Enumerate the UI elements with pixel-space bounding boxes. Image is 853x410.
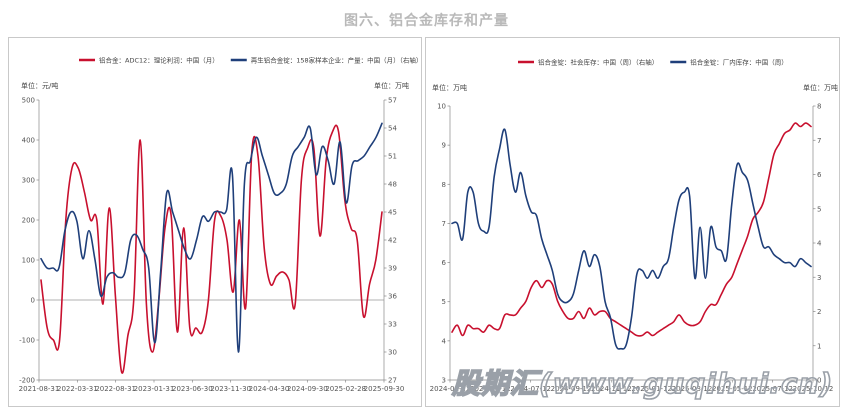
right-chart-left-tick-label-1: 4 — [442, 337, 447, 345]
left-chart-right-tick-label-7: 48 — [388, 181, 397, 189]
right-chart-left-tick-label-7: 10 — [437, 103, 446, 111]
page-title: 图六、铝合金库存和产量 — [344, 13, 509, 29]
right-chart-x-tick-label-7: 2025-05-12 — [712, 385, 753, 393]
left-chart-right-tick-label-0: 27 — [388, 377, 397, 385]
right-chart-right-tick-label-3: 3 — [817, 274, 821, 282]
right-chart-series-line-0 — [451, 122, 812, 337]
watermark: 股期汇(www.guqihui.cn) — [451, 366, 834, 401]
left-chart-x-tick-label-4: 2023-06-30 — [172, 385, 213, 393]
right-chart-left-tick-label-3: 6 — [442, 259, 447, 267]
left-chart-series-line-0 — [40, 124, 383, 374]
right-chart-x-tick-label-6: 2025-03-12 — [672, 385, 713, 393]
left-chart-x-tick-label-1: 2022-03-31 — [57, 385, 98, 393]
right-chart-left-unit: 单位：万吨 — [432, 83, 467, 92]
left-chart-right-tick-label-5: 42 — [388, 237, 397, 245]
left-chart-x-tick-label-2: 2022-08-31 — [95, 385, 136, 393]
right-chart-series-line-1 — [451, 128, 812, 350]
left-chart-left-tick-label-1: -100 — [19, 337, 35, 345]
left-chart-right-unit: 单位：万吨 — [374, 81, 409, 90]
left-chart-x-tick-label-6: 2024-04-30 — [249, 385, 290, 393]
chart-panel-aluminum-profit-production: 铝合金：ADC12：理论利润：中国（月） 再生铝合金锭：158家样本企业：产量：中… — [8, 37, 422, 407]
chart-aluminum-inventory-svg: 铝合金锭：社会库存：中国（周）（右轴） 铝合金锭：厂内库存：中国（周） 单位：万吨 单… — [430, 58, 838, 394]
left-chart-right-tick-label-6: 45 — [388, 209, 397, 217]
right-chart-right-tick-label-6: 6 — [817, 171, 822, 179]
left-chart-left-tick-label-0: -200 — [19, 377, 35, 385]
right-chart-right-unit: 单位：万吨 — [803, 83, 838, 92]
right-chart-x-tick-label-8: 2025-07-12 — [752, 385, 793, 393]
right-chart-right-tick-label-5: 5 — [817, 205, 821, 213]
left-chart-left-tick-label-7: 500 — [22, 97, 35, 105]
right-chart-x-tick-label-4: 2024-11-12 — [591, 385, 632, 393]
right-chart-right-tick-label-1: 1 — [817, 342, 821, 350]
left-chart-left-tick-label-3: 100 — [22, 257, 35, 265]
left-chart-left-tick-label-5: 300 — [22, 177, 35, 185]
left-chart-left-unit: 单位：元/吨 — [21, 81, 58, 90]
right-chart-x-tick-label-5: 2025-01-12 — [631, 385, 672, 393]
right-chart-legend-label-1: 铝合金锭：厂内库存：中国（周） — [690, 58, 788, 67]
right-chart-left-tick-label-4: 7 — [442, 220, 446, 228]
left-chart-x-tick-label-5: 2023-11-30 — [210, 385, 251, 393]
left-chart-legend-label-0: 铝合金：ADC12：理论利润：中国（月） — [99, 56, 219, 65]
left-chart-right-tick-label-8: 51 — [388, 153, 397, 161]
right-chart-x-tick-label-1: 2024-04-12 — [470, 385, 511, 393]
right-chart-right-tick-label-0: 0 — [817, 377, 821, 385]
right-chart-x-tick-label-0: 2024-01-12 — [430, 385, 471, 393]
right-chart-left-tick-label-2: 5 — [442, 298, 446, 306]
left-chart-x-tick-label-0: 2021-08-31 — [19, 385, 60, 393]
right-chart-x-tick-label-9: 2025-10-12 — [793, 385, 834, 393]
left-chart-x-tick-label-7: 2024-09-30 — [287, 385, 328, 393]
right-chart-x-tick-label-3: 2024-09-12 — [551, 385, 592, 393]
right-chart-right-tick-label-8: 8 — [817, 103, 821, 111]
left-chart-x-tick-label-9: 2025-09-30 — [364, 385, 405, 393]
left-chart-legend-label-1: 再生铝合金锭：158家样本企业：产量：中国（月）（右轴） — [251, 56, 421, 65]
right-chart-right-tick-label-2: 2 — [817, 308, 821, 316]
left-chart-right-tick-label-4: 39 — [388, 265, 397, 273]
left-chart-series-line-1 — [40, 122, 383, 353]
right-chart-right-tick-label-7: 7 — [817, 137, 821, 145]
right-chart-left-tick-label-5: 8 — [442, 181, 446, 189]
left-chart-x-tick-label-8: 2025-02-28 — [325, 385, 366, 393]
left-chart-right-tick-label-9: 54 — [388, 125, 397, 133]
left-chart-left-tick-label-4: 200 — [22, 217, 35, 225]
right-chart-legend-label-0: 铝合金锭：社会库存：中国（周）（右轴） — [538, 58, 658, 67]
right-chart-left-tick-label-0: 3 — [442, 377, 446, 385]
left-chart-left-tick-label-6: 400 — [22, 137, 35, 145]
left-chart-left-tick-label-2: 0 — [31, 297, 35, 305]
left-chart-right-tick-label-3: 36 — [388, 293, 397, 301]
left-chart-right-tick-label-10: 57 — [388, 97, 397, 105]
right-chart-x-tick-label-2: 2024-07-12 — [510, 385, 551, 393]
chart-aluminum-inventory: 铝合金锭：社会库存：中国（周）（右轴） 铝合金锭：厂内库存：中国（周） 单位：万吨 单… — [425, 37, 840, 407]
left-chart-right-tick-label-1: 30 — [388, 349, 397, 357]
right-chart-right-tick-label-4: 4 — [817, 240, 822, 248]
left-chart-x-tick-label-3: 2023-01-31 — [134, 385, 175, 393]
right-chart-left-tick-label-6: 9 — [442, 142, 446, 150]
left-chart-right-tick-label-2: 33 — [388, 321, 397, 329]
chart-aluminum-profit-production: 铝合金：ADC12：理论利润：中国（月） 再生铝合金锭：158家样本企业：产量：中… — [19, 56, 423, 394]
